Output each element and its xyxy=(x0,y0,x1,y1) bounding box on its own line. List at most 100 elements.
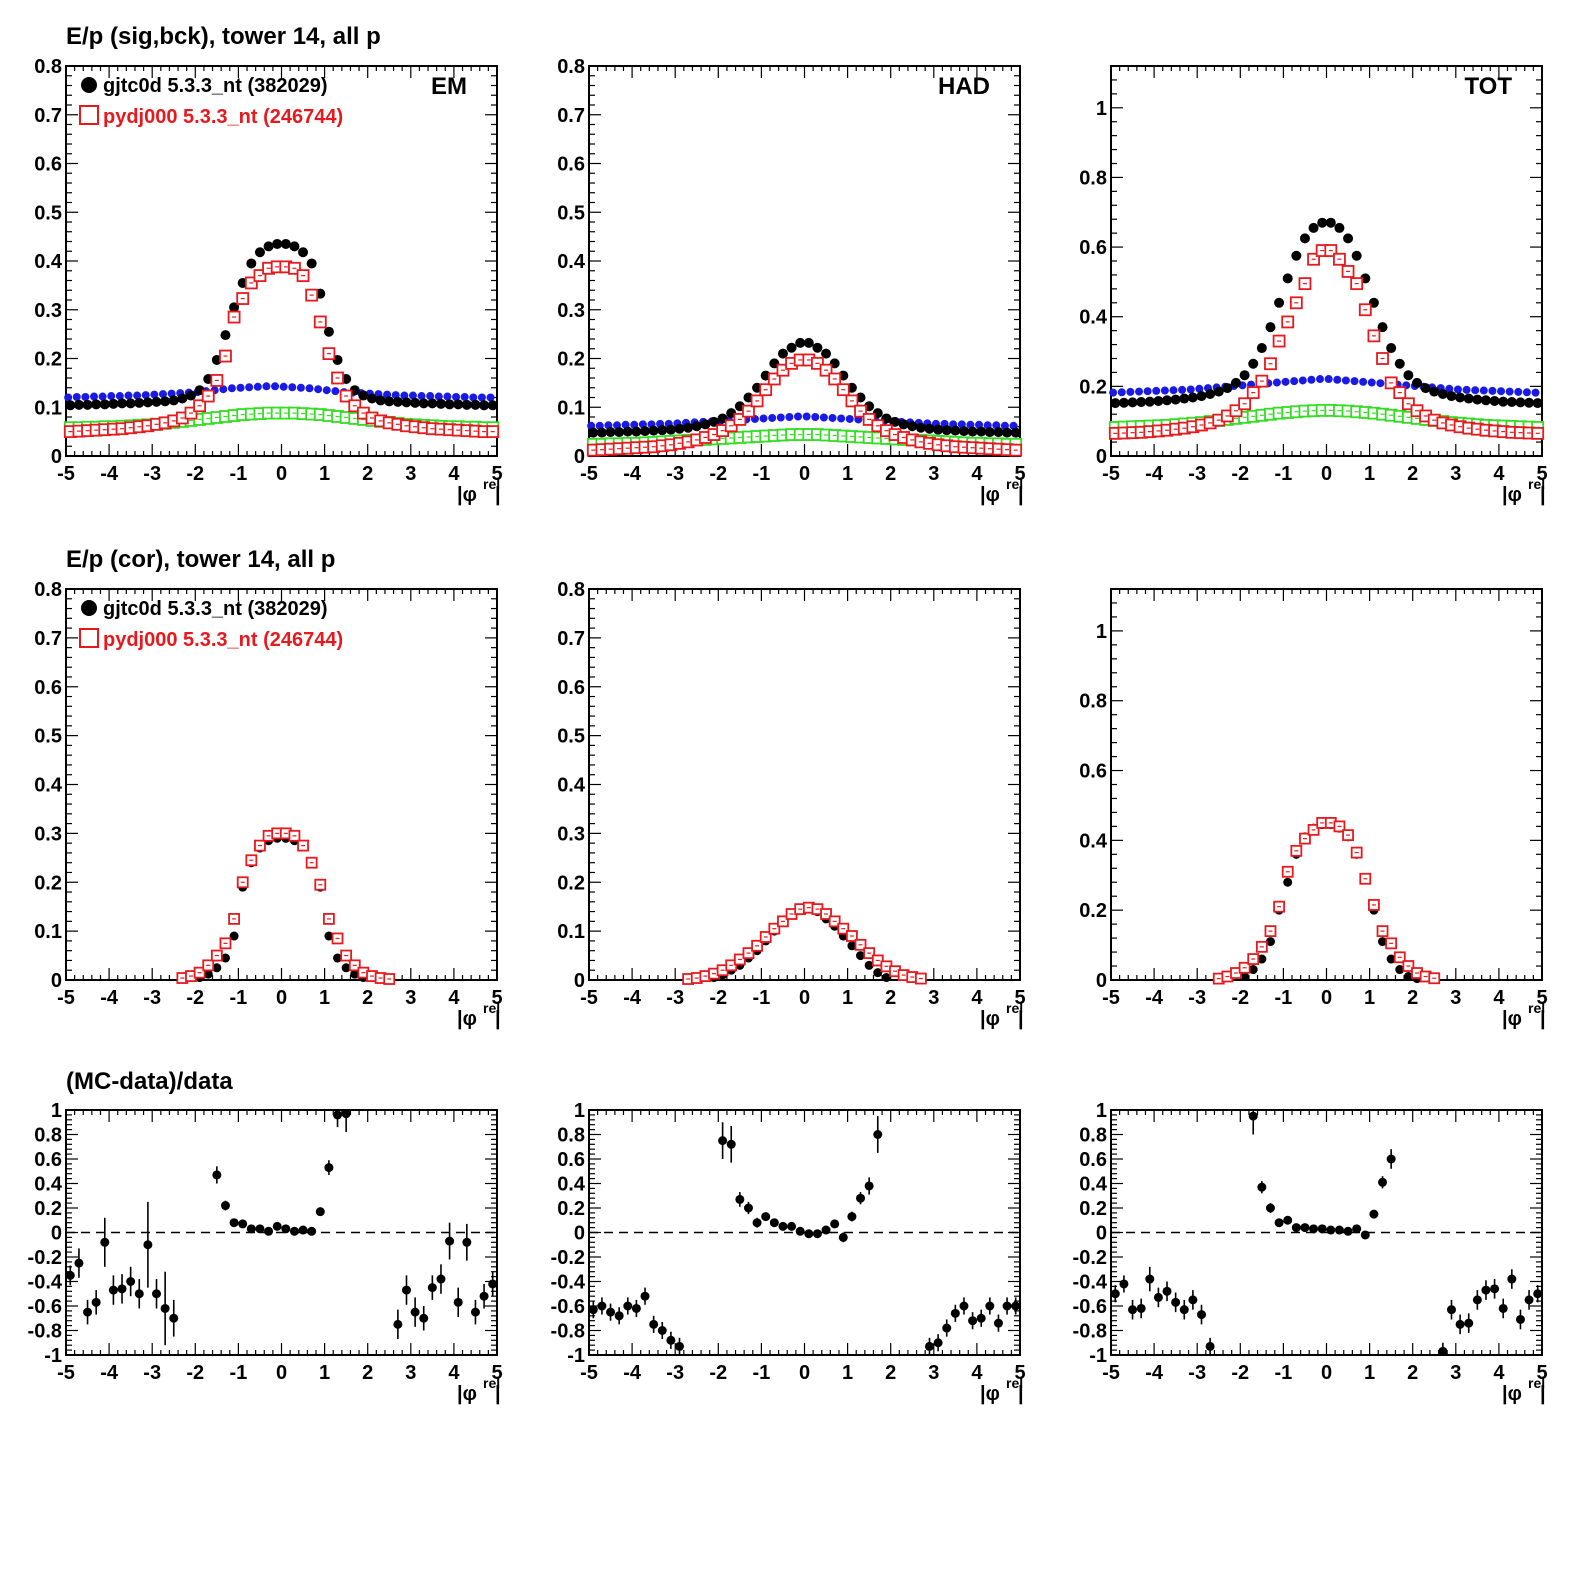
data-point xyxy=(177,393,188,404)
data-point xyxy=(794,412,803,421)
x-tick-label: 5 xyxy=(491,987,502,1009)
data-point xyxy=(1378,1177,1388,1187)
y-tick-label: 0.4 xyxy=(557,775,586,797)
data-point xyxy=(1455,1319,1465,1329)
data-point xyxy=(1378,937,1388,947)
data-point xyxy=(950,425,961,436)
y-tick-label: 0 xyxy=(574,446,585,468)
data-point xyxy=(1011,1301,1021,1311)
panel-sigbck-em: -5 -4 -3 -2 -1 0 1 2 3 4 5 0 0.1 0.2 0.3 0.4 0.5 0.6 0.7 0.… xyxy=(34,56,502,506)
data-point xyxy=(1453,385,1462,394)
y-tick-label: -0.4 xyxy=(1073,1272,1108,1294)
data-point xyxy=(279,382,288,391)
data-point xyxy=(1213,386,1224,397)
data-point xyxy=(665,424,676,435)
x-tick-label: -4 xyxy=(100,463,119,485)
data-point xyxy=(281,1224,291,1234)
y-tick-label: 0.2 xyxy=(557,872,585,894)
data-point xyxy=(1395,965,1405,975)
x-tick-label: 0 xyxy=(1321,463,1332,485)
data-point xyxy=(1205,389,1216,400)
data-point xyxy=(115,392,124,401)
data-point xyxy=(1195,384,1204,393)
panel-cor-em: -5 -4 -3 -2 -1 0 1 2 3 4 5 0 0.1 0.2 0.3 0.4 0.5 0.6 0.7 0.… xyxy=(34,579,502,1030)
x-axis-label-sup: rel xyxy=(483,1375,500,1391)
x-tick-label: -3 xyxy=(1188,987,1206,1009)
data-point xyxy=(236,383,245,392)
data-point xyxy=(298,1225,308,1235)
x-axis-label-close: | xyxy=(1018,1383,1024,1405)
data-point xyxy=(864,1181,874,1191)
data-point xyxy=(219,385,228,394)
series-cor-mc xyxy=(682,901,927,985)
data-point xyxy=(1126,387,1135,396)
data-point xyxy=(470,399,481,410)
data-point xyxy=(65,1270,75,1280)
data-point xyxy=(1257,1182,1267,1192)
data-point xyxy=(427,1283,437,1293)
data-point xyxy=(1171,1297,1181,1307)
data-point xyxy=(419,1313,429,1323)
data-point xyxy=(847,941,857,951)
x-tick-label: -4 xyxy=(623,463,642,485)
row-title-ratio: (MC-data)/data xyxy=(66,1068,233,1095)
x-axis-label-sup: rel xyxy=(1006,1000,1023,1016)
data-point xyxy=(976,1313,986,1323)
y-tick-label: 0.7 xyxy=(34,105,62,127)
x-tick-label: -1 xyxy=(1275,463,1293,485)
data-point xyxy=(648,425,659,436)
data-point xyxy=(787,1221,797,1231)
y-tick-label: 0.1 xyxy=(557,921,585,943)
x-axis-label: |φ xyxy=(980,1008,1000,1030)
data-point xyxy=(91,399,102,410)
y-tick-label: 0.6 xyxy=(34,677,62,699)
data-point xyxy=(107,392,116,401)
data-point xyxy=(1291,1223,1301,1233)
data-point xyxy=(254,247,265,258)
x-axis-label-sup: rel xyxy=(1528,1000,1545,1016)
x-tick-label: -5 xyxy=(57,987,75,1009)
x-tick-label: 0 xyxy=(1321,987,1332,1009)
data-point xyxy=(452,393,461,402)
y-tick-label: -1 xyxy=(1089,1345,1107,1367)
x-axis-label: |φ xyxy=(457,1383,477,1405)
series-ratio xyxy=(588,1116,1021,1355)
data-point xyxy=(427,398,438,409)
data-point xyxy=(315,1207,325,1217)
x-tick-label: 0 xyxy=(276,987,287,1009)
data-point xyxy=(73,399,84,410)
x-tick-label: -2 xyxy=(709,1362,727,1384)
data-point xyxy=(143,1240,153,1250)
data-point xyxy=(649,1319,659,1329)
y-tick-label: -0.6 xyxy=(28,1296,62,1318)
data-point xyxy=(1359,377,1368,386)
y-tick-label: 0.6 xyxy=(1079,1149,1107,1171)
data-point xyxy=(307,1226,317,1236)
x-tick-label: 4 xyxy=(971,1362,983,1384)
data-point xyxy=(341,963,351,973)
x-tick-label: -4 xyxy=(1145,987,1164,1009)
x-tick-label: 2 xyxy=(885,987,896,1009)
data-point xyxy=(264,1226,274,1236)
data-point xyxy=(941,425,952,436)
x-tick-label: 5 xyxy=(1536,1362,1547,1384)
data-point xyxy=(761,1212,771,1222)
data-point xyxy=(1136,1303,1146,1313)
data-point xyxy=(1143,387,1152,396)
data-point xyxy=(436,1274,446,1284)
series-sig-data xyxy=(588,337,1021,438)
data-point xyxy=(768,413,777,422)
x-tick-label: -2 xyxy=(709,987,727,1009)
data-point xyxy=(220,1201,230,1211)
x-tick-label: 5 xyxy=(1536,987,1547,1009)
data-point xyxy=(1446,391,1457,402)
y-tick-label: 0.2 xyxy=(557,349,585,371)
x-tick-label: 2 xyxy=(362,1362,373,1384)
x-axis-label: |φ xyxy=(1502,484,1522,506)
data-point xyxy=(212,1170,222,1180)
data-point xyxy=(324,1163,334,1173)
data-point xyxy=(657,425,668,436)
data-point xyxy=(1498,396,1509,407)
panel-sigbck-had: -5 -4 -3 -2 -1 0 1 2 3 4 5 0 0.1 0.2 0.3 0.4 0.5 0.6 0.7 0.… xyxy=(557,56,1025,506)
data-point xyxy=(1290,377,1299,386)
